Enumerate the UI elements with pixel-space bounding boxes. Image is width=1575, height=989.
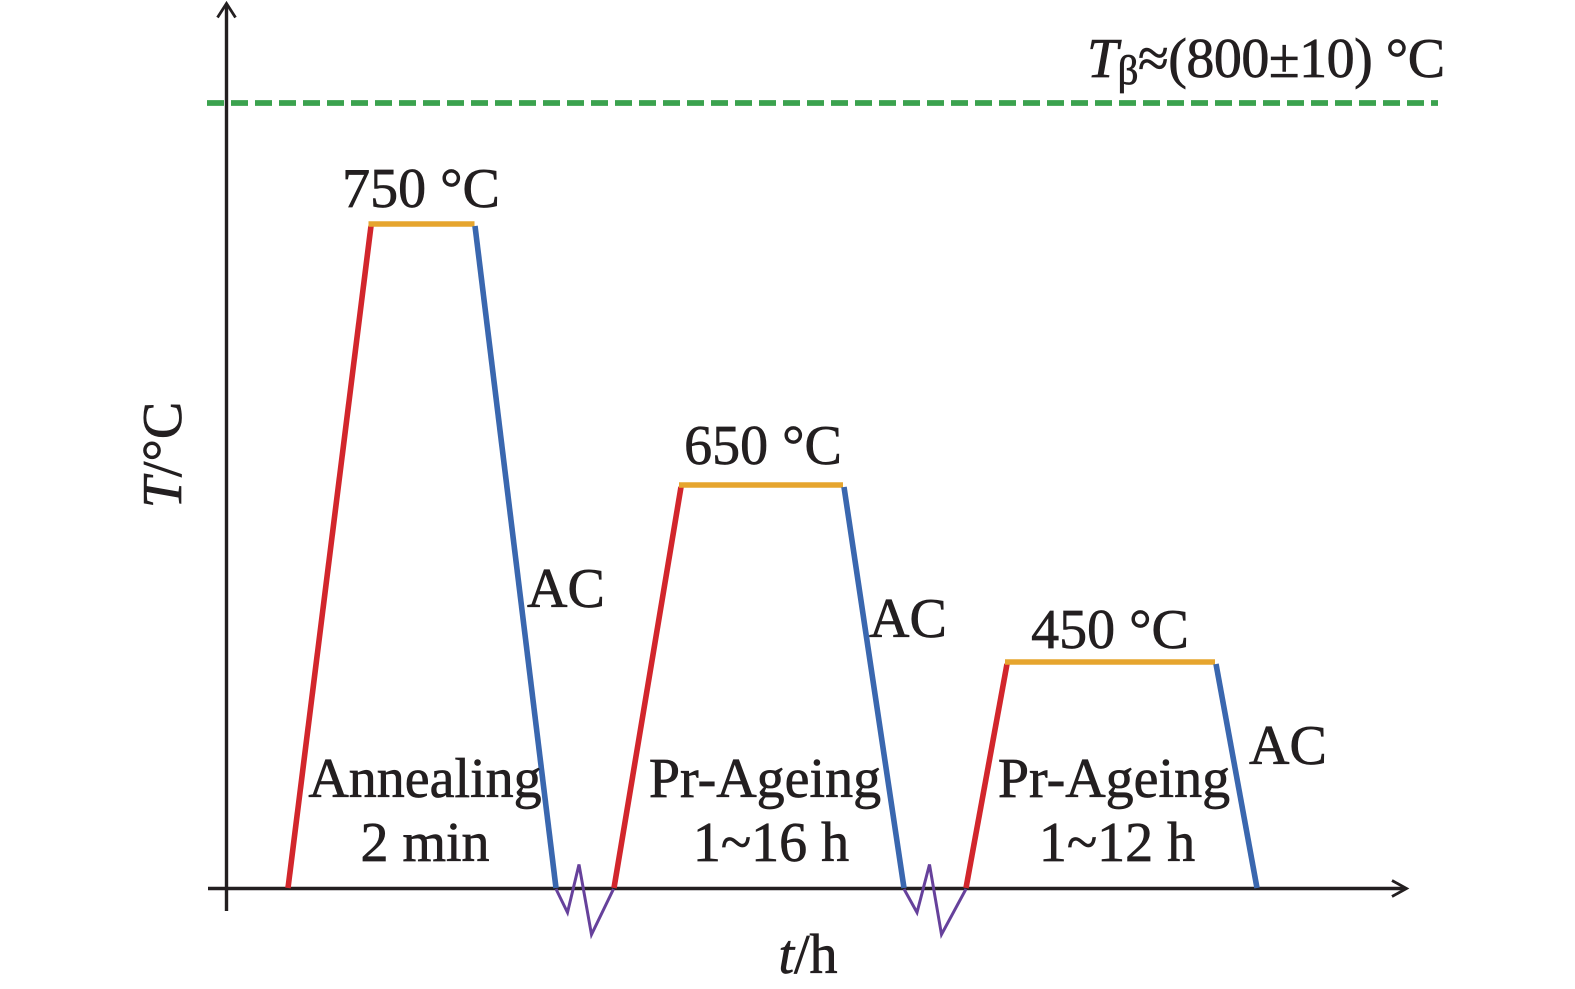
svg-text:1~16 h: 1~16 h <box>693 812 849 874</box>
svg-text:2 min: 2 min <box>360 812 489 874</box>
svg-text:1~12 h: 1~12 h <box>1039 812 1195 874</box>
svg-text:Pr-Ageing: Pr-Ageing <box>649 748 881 810</box>
svg-text:750 °C: 750 °C <box>342 158 500 220</box>
svg-text:Annealing: Annealing <box>308 748 541 810</box>
svg-text:AC: AC <box>527 558 605 620</box>
svg-text:AC: AC <box>1249 715 1327 777</box>
svg-text:Tβ≈(800±10) °C: Tβ≈(800±10) °C <box>1087 28 1445 93</box>
svg-text:450 °C: 450 °C <box>1031 599 1189 661</box>
svg-text:T/°C: T/°C <box>132 402 194 508</box>
svg-text:Pr-Ageing: Pr-Ageing <box>998 748 1230 810</box>
svg-text:t/h: t/h <box>778 924 837 986</box>
svg-text:AC: AC <box>869 588 947 650</box>
svg-text:650 °C: 650 °C <box>684 415 842 477</box>
